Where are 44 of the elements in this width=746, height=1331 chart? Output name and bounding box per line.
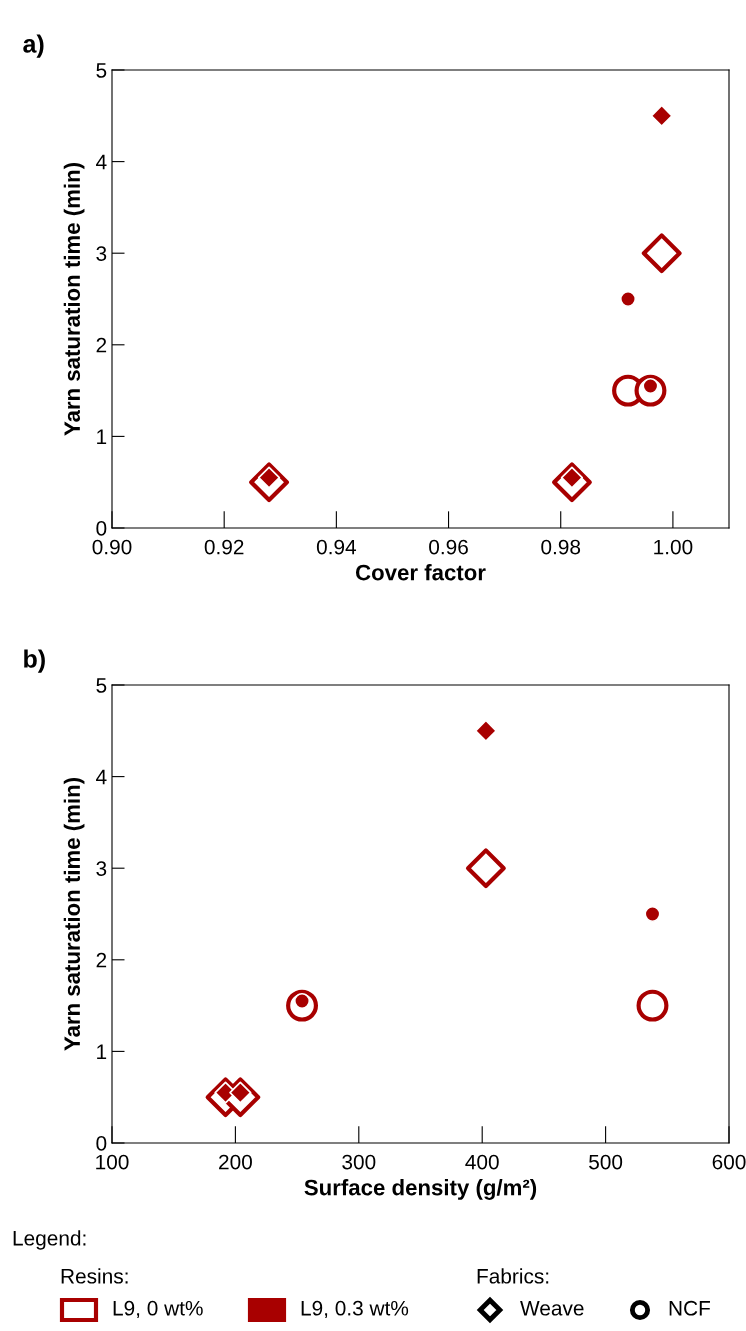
text: NCF bbox=[669, 1300, 710, 1316]
text: L9, 0.3 wt% bbox=[301, 1300, 409, 1319]
y-tick-label: 2 bbox=[96, 337, 107, 353]
y-axis-title: Yarn saturation time (min) bbox=[63, 163, 85, 436]
x-tick-label: 500 bbox=[589, 1154, 623, 1170]
x-tick-label: 200 bbox=[219, 1154, 252, 1170]
x-tick-label: 0.92 bbox=[204, 539, 244, 555]
text: Fabrics: bbox=[477, 1268, 549, 1284]
y-tick-label: 4 bbox=[96, 154, 107, 170]
y-tick-label: 3 bbox=[96, 861, 107, 876]
point bbox=[619, 290, 637, 308]
y-tick-label: 0 bbox=[96, 521, 107, 536]
text: Resins: bbox=[61, 1268, 128, 1284]
y-tick-label: 1 bbox=[97, 429, 107, 444]
x-axis-title: Cover factor bbox=[355, 564, 486, 581]
x-tick-label: 300 bbox=[342, 1154, 376, 1170]
x-tick-label: 400 bbox=[465, 1154, 499, 1170]
y-tick-label: 1 bbox=[97, 1044, 107, 1059]
x-axis-title: Surface density (g/m²) bbox=[304, 1179, 537, 1200]
point bbox=[650, 104, 673, 127]
x-tick-label: 0.96 bbox=[429, 539, 468, 555]
x-tick-label: 100 bbox=[96, 1154, 129, 1170]
point bbox=[644, 905, 661, 923]
x-tick-label: 600 bbox=[712, 1154, 746, 1170]
text: L9, 0 wt% bbox=[113, 1300, 203, 1319]
x-tick-label: 0.94 bbox=[316, 539, 357, 555]
y-tick-label: 2 bbox=[96, 952, 107, 968]
y-tick-label: 5 bbox=[96, 63, 107, 78]
x-tick-label: 0.98 bbox=[541, 539, 581, 555]
chart-title: b) bbox=[24, 649, 45, 673]
point bbox=[465, 848, 506, 889]
point bbox=[641, 233, 682, 274]
text: Weave bbox=[520, 1301, 584, 1316]
y-tick-label: 3 bbox=[96, 246, 107, 261]
point bbox=[636, 989, 669, 1022]
point bbox=[474, 719, 498, 742]
x-tick-label: 0.90 bbox=[92, 539, 132, 555]
chart-title: a) bbox=[23, 34, 44, 58]
y-tick-label: 4 bbox=[96, 769, 107, 785]
y-tick-label: 0 bbox=[96, 1136, 107, 1151]
y-axis-title: Yarn saturation time (min) bbox=[63, 778, 85, 1051]
text: Legend: bbox=[13, 1230, 86, 1250]
x-tick-label: 1.00 bbox=[654, 539, 693, 555]
y-tick-label: 5 bbox=[96, 678, 107, 693]
